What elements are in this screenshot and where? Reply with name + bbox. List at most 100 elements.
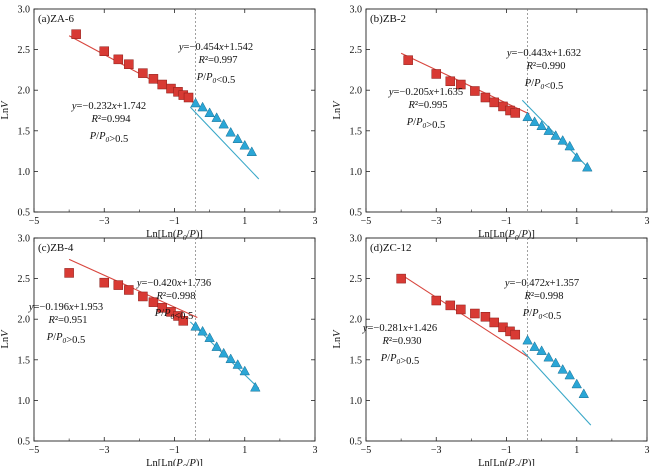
x-axis-label: Ln[Ln(P0/P)]: [146, 458, 203, 466]
y-tick-label: 3.0: [18, 234, 31, 245]
y-tick-label: 0.5: [350, 437, 363, 448]
square-point: [480, 92, 491, 103]
square-point: [431, 69, 441, 79]
triangle-point: [543, 125, 554, 135]
fit-condition-low: P/P0<0.5: [522, 308, 561, 322]
triangle-point: [190, 97, 201, 108]
x-tick-label: −5: [361, 445, 372, 456]
y-tick-label: 3.0: [18, 5, 31, 16]
square-point: [470, 86, 480, 96]
chart-panel-4: −5 −3 −1 1 3 0.5 1.0 1.5 2.0 2.5 3.0 Ln[Ln(P0/P)] Ln…: [332, 234, 650, 466]
x-tick-label: 3: [313, 445, 318, 456]
fit-equation-high: y=−0.205x+1.635: [388, 87, 463, 98]
square-point: [64, 268, 74, 278]
triangle-point: [564, 369, 575, 380]
square-point: [489, 317, 499, 328]
fit-condition-high: P/P0>0.5: [46, 332, 85, 346]
x-tick-label: −1: [169, 445, 180, 456]
x-tick-label: −1: [501, 445, 512, 456]
triangle-point: [582, 161, 593, 172]
y-axis-label: LnV: [0, 329, 11, 349]
x-axis-label: Ln[Ln(P0/P)]: [146, 229, 203, 242]
square-point: [99, 277, 109, 288]
y-tick-label: 1.5: [350, 126, 363, 137]
y-tick-label: 2.5: [350, 274, 363, 285]
y-tick-label: 2.5: [18, 45, 31, 56]
triangle-point: [536, 345, 547, 355]
fit-r2-high: R²=0.995: [407, 100, 447, 111]
fit-r2-low: R²=0.998: [523, 291, 563, 302]
fit-r2-low: R²=0.998: [155, 291, 195, 302]
y-tick-label: 1.0: [18, 167, 31, 178]
y-tick-label: 2.0: [350, 86, 363, 97]
triangle-point: [190, 320, 201, 331]
fit-r2-high: R²=0.951: [47, 315, 87, 326]
triangle-point: [246, 146, 257, 156]
square-point: [403, 55, 413, 65]
fit-condition-high: P/P0>0.5: [89, 131, 128, 145]
square-point: [396, 273, 406, 284]
y-tick-label: 2.5: [350, 45, 363, 56]
triangle-point: [239, 365, 250, 376]
panel-label: (d)ZC-12: [370, 242, 412, 254]
square-point: [113, 280, 124, 290]
triangle-point: [557, 364, 568, 374]
y-tick-label: 1.0: [350, 167, 363, 178]
triangle-point: [564, 140, 575, 151]
square-point: [157, 79, 167, 90]
triangle-point: [536, 120, 547, 130]
fit-condition-high: P/P0>0.5: [380, 353, 419, 367]
triangle-point: [239, 139, 250, 150]
square-point: [113, 54, 124, 65]
x-tick-label: 1: [242, 445, 247, 456]
y-tick-label: 3.0: [350, 5, 363, 16]
triangle-point: [529, 116, 540, 126]
x-tick-label: −5: [29, 445, 40, 456]
y-axis-label: LnV: [0, 100, 11, 120]
x-tick-label: 3: [313, 216, 318, 227]
y-tick-label: 1.0: [18, 396, 31, 407]
chart-panel-2: −5 −3 −1 1 3 0.5 1.0 1.5 2.0 2.5 3.0 Ln[Ln(P0/P)] Ln…: [332, 5, 650, 243]
square-point: [178, 316, 189, 326]
square-point: [456, 79, 466, 90]
triangle-point: [550, 357, 561, 368]
y-tick-label: 0.5: [18, 208, 31, 219]
triangle-point: [557, 135, 568, 145]
square-point: [124, 59, 134, 69]
x-tick-label: 3: [645, 216, 650, 227]
x-tick-label: −3: [431, 216, 442, 227]
square-point: [138, 68, 148, 78]
x-tick-label: −1: [169, 216, 180, 227]
fit-equation-low: y=−0.443x+1.632: [506, 48, 581, 59]
y-tick-label: 0.5: [350, 208, 363, 219]
fit-line-low-pressure: [189, 106, 260, 180]
square-point: [510, 108, 521, 118]
y-tick-label: 3.0: [350, 234, 363, 245]
x-tick-label: −5: [361, 216, 372, 227]
y-tick-label: 0.5: [18, 437, 31, 448]
y-tick-label: 2.0: [350, 315, 363, 326]
square-point: [431, 295, 441, 306]
y-tick-label: 1.5: [18, 126, 31, 137]
x-tick-label: 1: [574, 445, 579, 456]
triangle-point: [211, 341, 222, 351]
triangle-point: [204, 332, 215, 342]
fit-r2-high: R²=0.930: [381, 336, 421, 347]
fit-condition-low: P/P0<0.5: [524, 78, 563, 92]
x-axis-label: Ln[Ln(P0/P)]: [478, 458, 535, 466]
fit-condition-low: P/P0<0.5: [154, 308, 193, 322]
panel-label: (a)ZA-6: [38, 13, 75, 25]
y-tick-label: 2.5: [18, 274, 31, 285]
x-tick-label: 1: [242, 216, 247, 227]
triangle-point: [225, 353, 236, 364]
fit-r2-high: R²=0.994: [90, 114, 131, 125]
y-tick-label: 2.0: [18, 315, 31, 326]
y-axis-label: LnV: [332, 329, 343, 349]
fit-equation-high: y=−0.281x+1.426: [362, 323, 437, 334]
fit-equation-low: y=−0.420x+1.736: [136, 278, 211, 289]
triangle-point: [204, 107, 215, 117]
x-tick-label: 3: [645, 445, 650, 456]
y-axis-label: LnV: [332, 100, 343, 120]
square-point: [148, 297, 159, 307]
triangle-point: [218, 118, 229, 129]
